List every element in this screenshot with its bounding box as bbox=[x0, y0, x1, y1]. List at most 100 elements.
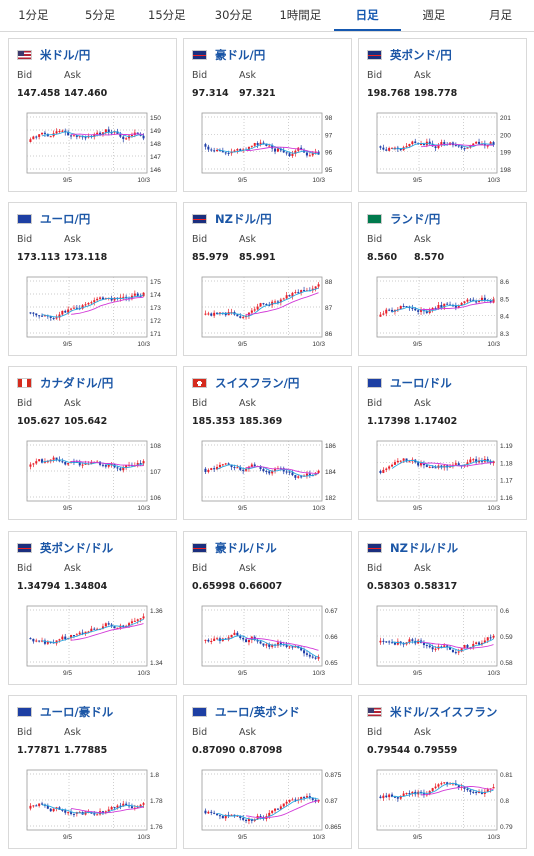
rate-card[interactable]: カナダドル/円 Bid Ask 105.627 105.642 108 107 106 9/5 1… bbox=[8, 366, 177, 520]
pair-title[interactable]: ユーロ/ドル bbox=[367, 375, 452, 391]
rate-card[interactable]: 豪ドル/円 Bid Ask 97.314 97.321 98 97 96 95 9/5 10/3 bbox=[183, 38, 352, 192]
candle-body bbox=[242, 469, 245, 471]
candle-body bbox=[305, 653, 308, 655]
pair-title[interactable]: 英ポンド/ドル bbox=[17, 540, 113, 556]
rate-card[interactable]: ユーロ/ドル Bid Ask 1.17398 1.17402 1.19 1.18 1.17 1.… bbox=[358, 366, 527, 520]
pair-title[interactable]: 米ドル/スイスフラン bbox=[367, 704, 497, 720]
candle-body bbox=[440, 142, 443, 145]
rate-card[interactable]: 英ポンド/円 Bid Ask 198.768 198.778 201 200 199 198 9/… bbox=[358, 38, 527, 192]
pair-title[interactable]: ユーロ/円 bbox=[17, 211, 90, 227]
x-tick-label: 10/3 bbox=[312, 670, 325, 677]
tab-0[interactable]: 1分足 bbox=[18, 8, 49, 22]
candle-body bbox=[402, 458, 405, 461]
candle-body bbox=[460, 648, 463, 652]
ma-long-line bbox=[246, 292, 319, 315]
candle-body bbox=[271, 471, 274, 474]
pair-title[interactable]: 英ポンド/円 bbox=[367, 47, 452, 63]
price-chart: 186 184 182 9/5 10/3 bbox=[201, 440, 336, 512]
tab-6[interactable]: 週足 bbox=[422, 8, 446, 22]
ma-short-line bbox=[42, 804, 144, 814]
rate-card[interactable]: NZドル/ドル Bid Ask 0.58303 0.58317 0.6 0.59 0.58 9/… bbox=[358, 531, 527, 685]
candle-body bbox=[440, 646, 443, 648]
candle-body bbox=[93, 300, 96, 303]
y-tick-label: 0.8 bbox=[500, 798, 509, 805]
price-chart: 175 174 173 172 171 9/5 10/3 bbox=[26, 276, 161, 348]
pair-title[interactable]: 米ドル/円 bbox=[17, 47, 90, 63]
candle-body bbox=[428, 141, 431, 144]
x-tick-label: 9/5 bbox=[238, 834, 247, 841]
tab-5[interactable]: 日足 bbox=[333, 0, 401, 31]
candle-body bbox=[399, 795, 402, 799]
rate-card[interactable]: 英ポンド/ドル Bid Ask 1.34794 1.34804 1.36 1.34 9/5 10… bbox=[8, 531, 177, 685]
candle-body bbox=[454, 463, 457, 465]
pair-title[interactable]: カナダドル/円 bbox=[17, 375, 113, 391]
rate-card[interactable]: ランド/円 Bid Ask 8.560 8.570 8.6 8.5 8.4 8.3 9/5 10/3 bbox=[358, 202, 527, 356]
candle-body bbox=[247, 640, 250, 643]
candle-body bbox=[101, 464, 104, 466]
rate-card[interactable]: NZドル/円 Bid Ask 85.979 85.991 88 87 86 9/5 10/3 bbox=[183, 202, 352, 356]
candle-body bbox=[475, 301, 478, 303]
candle-body bbox=[216, 150, 219, 152]
candle-body bbox=[422, 144, 425, 146]
y-tick-label: 1.16 bbox=[500, 495, 513, 502]
pair-title[interactable]: ユーロ/英ポンド bbox=[192, 704, 300, 720]
candle-body bbox=[282, 644, 285, 646]
eu-au-icon bbox=[17, 707, 32, 717]
pair-name: スイスフラン/円 bbox=[215, 376, 300, 390]
rate-card[interactable]: ユーロ/英ポンド Bid Ask 0.87090 0.87098 0.875 0.87 0.8… bbox=[183, 695, 352, 849]
candle-body bbox=[388, 466, 391, 469]
pair-title[interactable]: ユーロ/豪ドル bbox=[17, 704, 113, 720]
x-tick-label: 10/3 bbox=[487, 670, 500, 677]
candle-body bbox=[288, 153, 291, 156]
tab-2[interactable]: 15分足 bbox=[148, 8, 186, 22]
rate-card[interactable]: ユーロ/円 Bid Ask 173.113 173.118 175 174 173 172 171… bbox=[8, 202, 177, 356]
ask-label: Ask bbox=[239, 70, 256, 81]
candle-body bbox=[288, 799, 291, 802]
candle-body bbox=[294, 799, 297, 801]
ask-label: Ask bbox=[64, 234, 81, 245]
pair-name: 米ドル/スイスフラン bbox=[390, 705, 498, 719]
pair-title[interactable]: 豪ドル/ドル bbox=[192, 540, 277, 556]
pair-title[interactable]: NZドル/ドル bbox=[367, 540, 458, 556]
ask-label: Ask bbox=[64, 70, 81, 81]
candle-body bbox=[110, 624, 113, 627]
tab-1[interactable]: 5分足 bbox=[84, 8, 116, 22]
y-tick-label: 201 bbox=[500, 115, 511, 122]
eu-jp-icon bbox=[17, 214, 32, 224]
candle-body bbox=[420, 144, 423, 146]
candle-body bbox=[314, 657, 317, 659]
candle-body bbox=[379, 640, 382, 643]
rate-card[interactable]: スイスフラン/円 Bid Ask 185.353 185.369 186 184 182 9/5… bbox=[183, 366, 352, 520]
candle-body bbox=[391, 464, 394, 467]
candle-body bbox=[457, 785, 460, 788]
pair-title[interactable]: ランド/円 bbox=[367, 211, 440, 227]
candle-body bbox=[268, 304, 271, 306]
rate-card[interactable]: ユーロ/豪ドル Bid Ask 1.77871 1.77885 1.8 1.78 1.76 9/… bbox=[8, 695, 177, 849]
candle-body bbox=[291, 292, 294, 297]
candle-body bbox=[125, 138, 128, 140]
tab-3[interactable]: 30分足 bbox=[214, 8, 253, 22]
candle-body bbox=[379, 796, 382, 799]
candle-body bbox=[236, 632, 239, 636]
candle-body bbox=[411, 639, 414, 641]
y-tick-label: 8.6 bbox=[500, 279, 509, 286]
candle-body bbox=[204, 810, 207, 814]
tab-4[interactable]: 1時間足 bbox=[279, 8, 322, 22]
candle-body bbox=[41, 132, 44, 135]
candle-body bbox=[391, 794, 394, 797]
rate-card[interactable]: 米ドル/スイスフラン Bid Ask 0.79544 0.79559 0.81 0.8 0.7… bbox=[358, 695, 527, 849]
candle-body bbox=[81, 632, 84, 634]
candle-body bbox=[457, 145, 460, 147]
rate-card[interactable]: 豪ドル/ドル Bid Ask 0.65998 0.66007 0.67 0.66 0.65 9/… bbox=[183, 531, 352, 685]
pair-title[interactable]: 豪ドル/円 bbox=[192, 47, 265, 63]
pair-title[interactable]: スイスフラン/円 bbox=[192, 375, 299, 391]
candle-body bbox=[385, 149, 388, 151]
pair-title[interactable]: NZドル/円 bbox=[192, 211, 272, 227]
candle-body bbox=[478, 141, 481, 144]
bid-value: 97.314 bbox=[192, 88, 229, 99]
candle-body bbox=[440, 783, 443, 785]
rate-card[interactable]: 米ドル/円 Bid Ask 147.458 147.460 150 149 148 147 146… bbox=[8, 38, 177, 192]
y-tick-label: 1.36 bbox=[150, 608, 163, 615]
tab-7[interactable]: 月足 bbox=[489, 8, 513, 22]
candle-body bbox=[35, 640, 38, 642]
